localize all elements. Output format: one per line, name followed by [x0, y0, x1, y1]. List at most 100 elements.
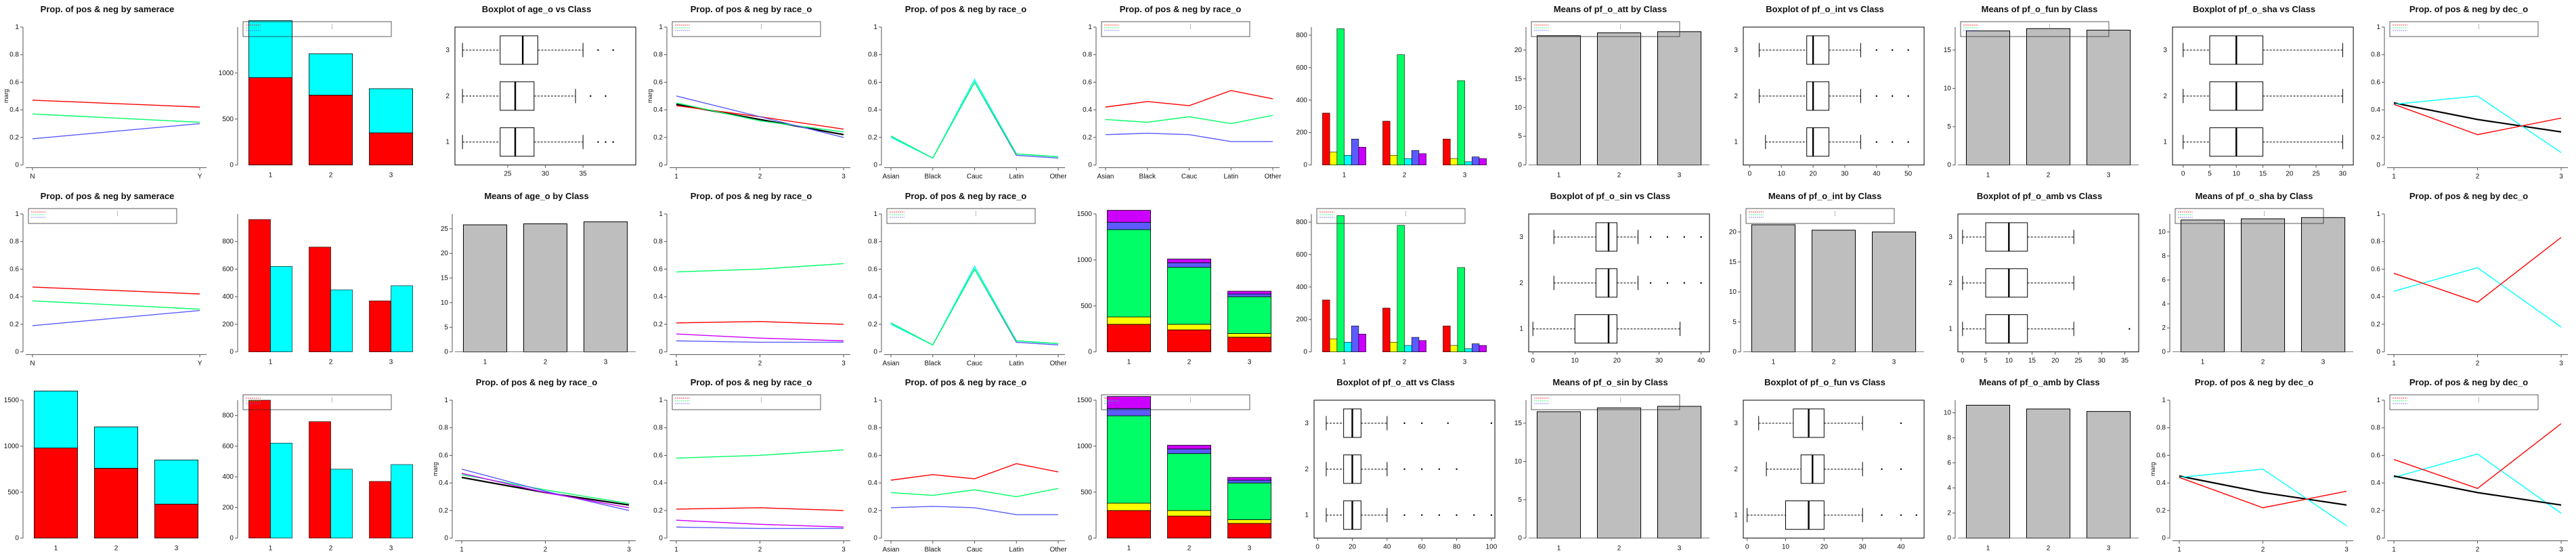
- x-tick-label: 3: [2344, 546, 2349, 554]
- box: [1985, 314, 2028, 343]
- x-tick-label: 2: [1187, 358, 1192, 366]
- chart-panel-10: Means of pf_o_fun by Class 0 5 10 15 1 2 3: [1931, 0, 2147, 187]
- bar-yellow: [1449, 345, 1458, 352]
- y-tick-label: 0.2: [9, 321, 19, 328]
- y-tick-label: 0.4: [439, 480, 448, 488]
- bar-segment-green: [1227, 296, 1272, 334]
- x-tick-label: 3: [1248, 545, 1252, 553]
- x-tick-label: 40: [1873, 171, 1881, 178]
- bar-magenta: [1418, 153, 1426, 165]
- series-line-blue: [1106, 133, 1273, 142]
- x-tick-label: 1: [269, 358, 273, 366]
- box: [500, 127, 535, 157]
- y-tick-label: 0.4: [9, 293, 19, 301]
- x-tick-label: 3: [1677, 172, 1681, 179]
- bar-blue: [1411, 150, 1419, 165]
- bar-blue: [1471, 156, 1479, 165]
- bar-red: [1382, 307, 1390, 352]
- series-line-black: [2393, 102, 2562, 133]
- x-tick-label: 10: [1782, 544, 1790, 551]
- y-tick-label: 2: [1734, 93, 1738, 100]
- chart-title: Prop. of pos & neg by race_o: [691, 377, 812, 387]
- series-line-blue: [891, 506, 1059, 516]
- x-tick-label: 30: [1858, 544, 1866, 551]
- y-tick-label: 500: [222, 116, 234, 123]
- y-tick-label: 1000: [219, 70, 234, 77]
- x-tick-label: Latin: [1009, 546, 1024, 554]
- x-tick-label: 1: [1556, 545, 1560, 553]
- y-tick-label: 0.8: [2156, 425, 2166, 432]
- y-tick-label: 0: [659, 162, 663, 169]
- x-tick-label: N: [30, 360, 35, 367]
- y-tick-label: 0: [2376, 162, 2380, 169]
- y-tick-label: 0: [659, 535, 663, 542]
- bar-segment-red: [369, 132, 414, 166]
- chart-title: Boxplot of age_o vs Class: [482, 4, 592, 14]
- chart-title: Prop. of pos & neg by samerace: [41, 191, 175, 201]
- y-tick-label: 10: [1729, 288, 1737, 296]
- y-tick-label: 1: [1948, 325, 1952, 332]
- x-tick-label: 0: [1315, 544, 1319, 551]
- chart-panel-30: 0 500 1000 1500 1 2 3: [1073, 373, 1288, 560]
- y-tick-label: 0.8: [653, 238, 663, 245]
- y-tick-label: 1: [874, 211, 878, 218]
- chart-panel-25: 0 500 1000 1500 1 2 3: [0, 373, 215, 560]
- y-tick-label: 0: [2376, 348, 2380, 356]
- y-tick-label: 0: [1947, 535, 1951, 542]
- y-tick-label: 10: [1944, 85, 1952, 93]
- series-line-blue: [676, 526, 844, 530]
- y-tick-label: 5: [1518, 133, 1522, 140]
- x-tick-label: 30: [1655, 357, 1663, 364]
- outlier-point: [1907, 95, 1909, 98]
- bar-segment-green: [1167, 267, 1212, 324]
- y-tick-label: 1: [1734, 512, 1738, 519]
- x-tick-label: 1: [483, 358, 487, 366]
- y-tick-label: 2: [1947, 510, 1951, 517]
- chart-title: Boxplot of pf_o_sin vs Class: [1550, 191, 1670, 201]
- x-tick-label: 20: [2051, 357, 2059, 364]
- y-tick-label: 500: [7, 489, 19, 496]
- chart-title: Boxplot of pf_o_fun vs Class: [1764, 377, 1885, 387]
- y-tick-label: 200: [222, 504, 234, 512]
- x-tick-label: Cauc: [1181, 173, 1197, 181]
- bar-red: [369, 300, 391, 352]
- y-tick-label: 0.6: [653, 265, 663, 273]
- y-tick-label: 0.8: [1083, 51, 1093, 59]
- series-line-red: [676, 507, 844, 511]
- x-tick-label: 25: [2074, 357, 2082, 364]
- x-tick-label: 30: [542, 171, 550, 178]
- series-line-blue: [891, 81, 1059, 159]
- y-tick-label: 0.6: [868, 265, 877, 273]
- y-tick-label: 0: [2162, 348, 2166, 356]
- x-tick-label: 3: [175, 545, 179, 553]
- x-tick-label: 25: [2312, 171, 2320, 178]
- chart-panel-2: 0 500 1000 1 2 3: [215, 0, 430, 187]
- outlier-point: [597, 49, 599, 51]
- y-tick-label: 1000: [4, 443, 20, 450]
- outlier-point: [1875, 49, 1877, 51]
- y-tick-label: 0.8: [868, 51, 877, 59]
- y-tick-label: 800: [1296, 32, 1307, 39]
- y-tick-label: 0.8: [2371, 51, 2380, 59]
- y-tick-label: 1: [2376, 211, 2380, 218]
- chart-title: Prop. of pos & neg by race_o: [476, 377, 598, 387]
- chart-panel-5: Prop. of pos & neg by race_o 0 0.2 0.4 0.6 0.…: [858, 0, 1074, 187]
- y-tick-label: 0.8: [9, 238, 19, 245]
- x-tick-label: 1: [1986, 545, 1990, 553]
- x-tick-label: Asian: [883, 360, 900, 367]
- x-tick-label: 1: [2177, 546, 2181, 554]
- y-tick-label: 0.4: [2371, 106, 2380, 114]
- y-tick-label: 500: [1081, 302, 1093, 309]
- x-tick-label: 10: [2233, 171, 2241, 178]
- bar-segment-yellow: [1227, 332, 1272, 337]
- series-line-magenta: [462, 473, 630, 509]
- x-tick-label: Black: [925, 173, 941, 181]
- x-tick-label: 10: [2005, 357, 2013, 364]
- x-tick-label: 10: [1571, 357, 1579, 364]
- y-tick-label: 25: [441, 225, 449, 232]
- y-tick-label: 1: [1734, 139, 1738, 146]
- bar-segment-blue: [1107, 221, 1152, 230]
- chart-title: Prop. of pos & neg by dec_o: [2409, 377, 2528, 387]
